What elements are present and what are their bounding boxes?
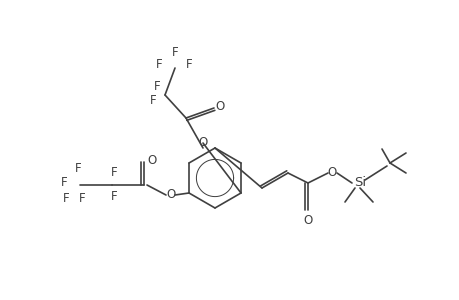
Text: Si: Si	[353, 176, 365, 190]
Text: F: F	[78, 193, 85, 206]
Text: O: O	[303, 214, 312, 226]
Text: O: O	[198, 136, 207, 149]
Text: F: F	[74, 163, 81, 176]
Text: F: F	[111, 190, 117, 203]
Text: O: O	[166, 188, 175, 202]
Text: F: F	[185, 58, 192, 70]
Text: F: F	[153, 80, 160, 94]
Text: F: F	[155, 58, 162, 70]
Text: F: F	[171, 46, 178, 59]
Text: F: F	[111, 166, 117, 178]
Text: F: F	[149, 94, 156, 106]
Text: O: O	[327, 167, 336, 179]
Text: O: O	[147, 154, 156, 166]
Text: O: O	[215, 100, 224, 112]
Text: F: F	[61, 176, 67, 190]
Text: F: F	[62, 193, 69, 206]
